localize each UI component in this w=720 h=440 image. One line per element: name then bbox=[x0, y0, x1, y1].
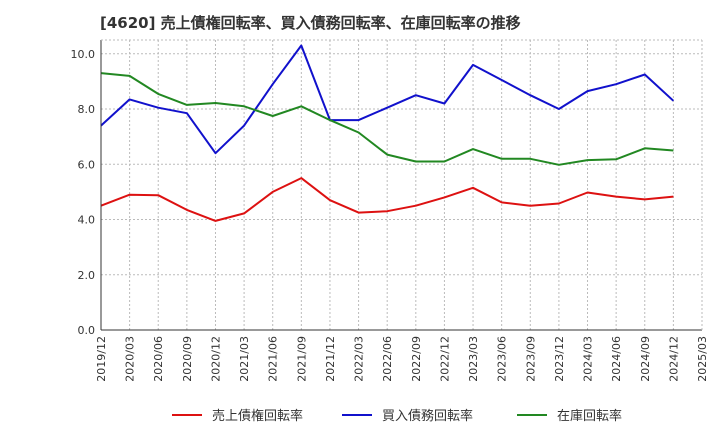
x-tick-label: 2022/12 bbox=[438, 336, 451, 382]
x-tick-label: 2020/09 bbox=[181, 336, 194, 382]
x-tick-label: 2021/12 bbox=[324, 336, 337, 382]
chart-title: [4620] 売上債権回転率、買入債務回転率、在庫回転率の推移 bbox=[100, 14, 521, 32]
x-tick-label: 2023/06 bbox=[496, 336, 509, 382]
plot-area bbox=[101, 40, 702, 330]
legend-layer: 売上債権回転率 買入債務回転率 在庫回転率 bbox=[172, 408, 622, 424]
x-tick-label: 2025/03 bbox=[696, 336, 709, 382]
x-tick-label: 2024/09 bbox=[639, 336, 652, 382]
y-tick-label: 2.0 bbox=[78, 269, 96, 282]
series-line-2 bbox=[100, 44, 675, 155]
x-tick-label: 2021/03 bbox=[238, 336, 251, 382]
series-line-3 bbox=[100, 72, 674, 166]
y-tick-label: 6.0 bbox=[78, 158, 96, 171]
x-tick-label: 2024/03 bbox=[582, 336, 595, 382]
x-tick-label: 2024/06 bbox=[610, 336, 623, 382]
x-tick-label: 2023/12 bbox=[553, 336, 566, 382]
legend-label-3: 在庫回転率 bbox=[557, 408, 622, 424]
x-tick-label: 2023/03 bbox=[467, 336, 480, 382]
x-tick-label: 2022/03 bbox=[353, 336, 366, 382]
x-tick-label: 2019/12 bbox=[95, 336, 108, 382]
y-tick-label: 8.0 bbox=[78, 103, 96, 116]
legend-label-2: 買入債務回転率 bbox=[382, 408, 473, 424]
x-tick-label: 2022/09 bbox=[410, 336, 423, 382]
series-line-1 bbox=[100, 177, 674, 222]
x-tick-label: 2022/06 bbox=[381, 336, 394, 382]
x-tick-label: 2023/09 bbox=[524, 336, 537, 382]
y-tick-label: 4.0 bbox=[78, 214, 96, 227]
x-tick-label: 2024/12 bbox=[667, 336, 680, 382]
y-tick-label: 10.0 bbox=[71, 48, 96, 61]
y-tick-label: 0.0 bbox=[78, 324, 96, 337]
x-tick-label: 2020/12 bbox=[209, 336, 222, 382]
x-tick-label: 2021/06 bbox=[267, 336, 280, 382]
x-tick-label: 2020/03 bbox=[124, 336, 137, 382]
legend-label-1: 売上債権回転率 bbox=[212, 408, 303, 424]
series-layer bbox=[100, 44, 675, 222]
x-tick-label: 2021/09 bbox=[295, 336, 308, 382]
grid-layer bbox=[101, 40, 702, 330]
x-tick-label: 2020/06 bbox=[152, 336, 165, 382]
axis-layer: 0.0 2.0 4.0 6.0 8.0 10.0 2019/12 2020/03 2020/06… bbox=[71, 39, 709, 382]
